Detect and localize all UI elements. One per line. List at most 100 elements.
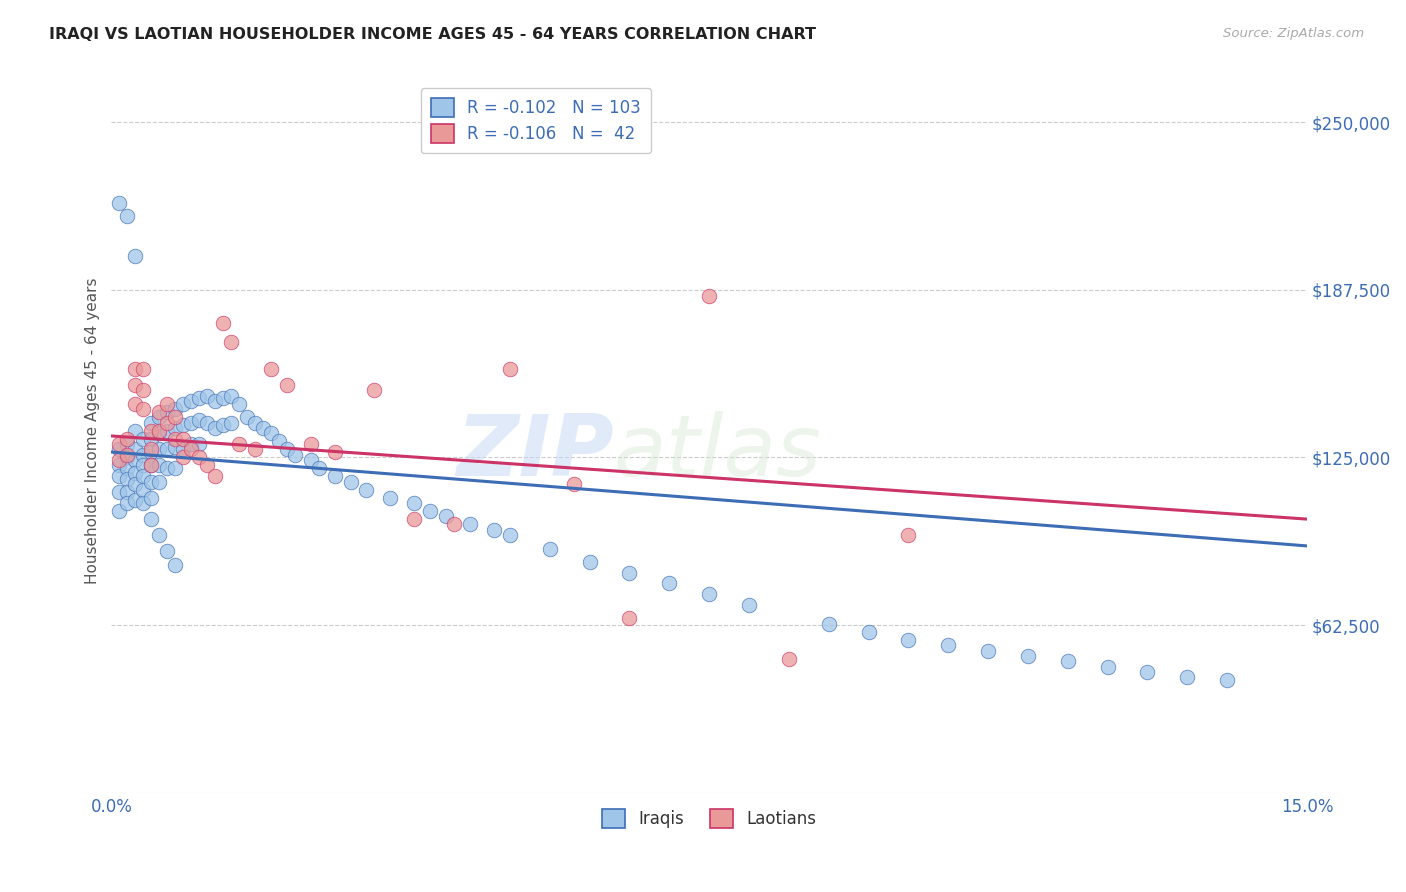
Point [212, 316, 235, 330]
Point [817, 616, 839, 631]
Point [619, 611, 641, 625]
Point [578, 555, 600, 569]
Point [124, 362, 146, 376]
Point [219, 389, 242, 403]
Point [132, 362, 155, 376]
Point [124, 467, 146, 481]
Point [212, 392, 235, 406]
Point [132, 402, 155, 417]
Point [156, 416, 179, 430]
Point [323, 445, 346, 459]
Point [323, 469, 346, 483]
Point [188, 450, 211, 465]
Point [180, 394, 202, 409]
Point [299, 437, 322, 451]
Point [148, 475, 170, 489]
Point [363, 384, 385, 398]
Point [204, 421, 226, 435]
Point [228, 437, 250, 451]
Point [1136, 665, 1159, 679]
Point [172, 450, 194, 465]
Point [243, 416, 266, 430]
Point [165, 402, 187, 417]
Point [172, 397, 194, 411]
Point [267, 434, 290, 449]
Point [124, 424, 146, 438]
Point [141, 442, 163, 457]
Point [165, 440, 187, 454]
Point [117, 209, 139, 223]
Point [124, 378, 146, 392]
Point [124, 442, 146, 457]
Point [124, 397, 146, 411]
Point [380, 491, 402, 505]
Point [141, 475, 163, 489]
Point [897, 528, 920, 542]
Point [148, 442, 170, 457]
Point [132, 432, 155, 446]
Point [156, 397, 179, 411]
Point [165, 461, 187, 475]
Point [156, 461, 179, 475]
Y-axis label: Householder Income Ages 45 - 64 years: Householder Income Ages 45 - 64 years [86, 277, 100, 584]
Text: Source: ZipAtlas.com: Source: ZipAtlas.com [1223, 27, 1364, 40]
Point [236, 410, 259, 425]
Point [141, 445, 163, 459]
Point [156, 424, 179, 438]
Point [172, 432, 194, 446]
Point [243, 442, 266, 457]
Point [165, 421, 187, 435]
Point [299, 453, 322, 467]
Point [738, 598, 761, 612]
Point [434, 509, 457, 524]
Point [132, 458, 155, 473]
Text: atlas: atlas [613, 411, 821, 494]
Point [195, 416, 218, 430]
Point [124, 493, 146, 508]
Point [404, 496, 426, 510]
Point [132, 483, 155, 497]
Point [156, 544, 179, 558]
Point [260, 362, 283, 376]
Point [212, 418, 235, 433]
Point [108, 437, 131, 451]
Point [443, 517, 465, 532]
Point [108, 458, 131, 473]
Point [124, 477, 146, 491]
Point [148, 405, 170, 419]
Point [117, 496, 139, 510]
Point [228, 397, 250, 411]
Point [419, 504, 441, 518]
Point [219, 334, 242, 349]
Point [260, 426, 283, 441]
Point [108, 195, 131, 210]
Point [977, 643, 1000, 657]
Point [117, 461, 139, 475]
Point [148, 458, 170, 473]
Point [156, 442, 179, 457]
Point [276, 442, 298, 457]
Point [117, 432, 139, 446]
Point [697, 587, 720, 601]
Point [219, 416, 242, 430]
Point [404, 512, 426, 526]
Point [117, 448, 139, 462]
Point [252, 421, 274, 435]
Point [1175, 670, 1198, 684]
Point [148, 424, 170, 438]
Point [141, 458, 163, 473]
Point [141, 432, 163, 446]
Point [482, 523, 505, 537]
Point [619, 566, 641, 580]
Point [284, 448, 307, 462]
Point [180, 437, 202, 451]
Point [188, 437, 211, 451]
Point [124, 249, 146, 263]
Point [148, 410, 170, 425]
Point [458, 517, 481, 532]
Point [195, 389, 218, 403]
Point [897, 632, 920, 647]
Point [132, 448, 155, 462]
Point [188, 392, 211, 406]
Point [117, 437, 139, 451]
